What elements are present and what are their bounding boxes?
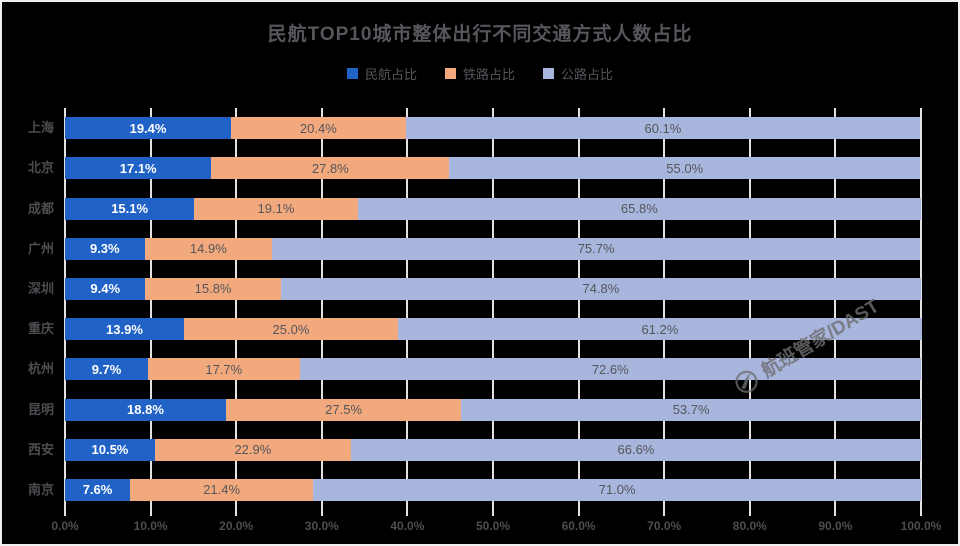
bar-segment: 60.1% bbox=[405, 117, 921, 140]
category-label: 上海 bbox=[27, 120, 54, 136]
axis-tick bbox=[577, 510, 580, 516]
bar-segment: 14.9% bbox=[144, 237, 273, 260]
axis-tick bbox=[492, 510, 494, 516]
bar-segment: 27.8% bbox=[211, 157, 450, 180]
axis-tick-label: 30.0% bbox=[304, 519, 339, 533]
category-label: 深圳 bbox=[27, 280, 54, 296]
axis-tick-label: 50.0% bbox=[475, 519, 511, 533]
bar-segment: 61.2% bbox=[397, 318, 922, 341]
bar-segment: 65.8% bbox=[357, 197, 921, 220]
axis-tick bbox=[663, 510, 666, 516]
axis-tick-label: 100.0% bbox=[900, 519, 942, 533]
chart-title: 民航TOP10城市整体出行不同交通方式人数占比 bbox=[267, 24, 693, 45]
axis-tick bbox=[149, 510, 152, 516]
bar-segment: 18.8% bbox=[65, 398, 226, 421]
bar-segment: 9.3% bbox=[65, 237, 145, 260]
gridline bbox=[235, 108, 238, 510]
axis-tick bbox=[748, 510, 751, 516]
axis-tick bbox=[235, 510, 238, 516]
bar-segment: 17.7% bbox=[148, 358, 300, 381]
bar-segment: 20.4% bbox=[231, 117, 406, 140]
bar-segment: 19.4% bbox=[65, 117, 232, 140]
category-label: 北京 bbox=[27, 160, 54, 176]
legend-swatch-icon bbox=[543, 68, 554, 79]
legend-label: 铁路占比 bbox=[462, 67, 515, 82]
axis-tick-label: 40.0% bbox=[390, 519, 425, 533]
bar-segment: 25.0% bbox=[183, 318, 398, 341]
category-label: 西安 bbox=[27, 441, 54, 457]
bar-segment: 17.1% bbox=[65, 157, 212, 180]
gridline bbox=[834, 108, 837, 510]
bar-segment: 72.6% bbox=[299, 358, 921, 381]
legend-swatch-icon bbox=[346, 68, 358, 79]
axis-tick-label: 60.0% bbox=[561, 519, 596, 533]
gridline bbox=[748, 108, 751, 510]
bar-segment: 66.6% bbox=[350, 438, 921, 461]
bar-segment: 10.5% bbox=[65, 438, 155, 461]
bar-segment: 15.8% bbox=[145, 277, 281, 300]
category-label: 广州 bbox=[27, 240, 54, 256]
legend-label: 公路占比 bbox=[561, 67, 614, 82]
axis-tick-label: 90.0% bbox=[818, 519, 853, 533]
gridline bbox=[64, 108, 66, 510]
axis-tick bbox=[834, 510, 837, 516]
bar-segment: 9.7% bbox=[65, 358, 149, 381]
axis-tick-label: 80.0% bbox=[732, 519, 767, 533]
bar-segment: 71.0% bbox=[313, 478, 921, 501]
gridline bbox=[920, 108, 922, 510]
bar-segment: 75.7% bbox=[272, 237, 921, 260]
bar-segment: 13.9% bbox=[65, 318, 184, 341]
axis-tick bbox=[920, 510, 922, 516]
bar-segment: 74.8% bbox=[280, 277, 921, 300]
chart-legend: 民航占比 铁路占比 公路占比 bbox=[2, 64, 958, 83]
axis-tick-label: 10.0% bbox=[133, 519, 168, 533]
category-label: 重庆 bbox=[27, 321, 54, 337]
axis-tick-label: 70.0% bbox=[647, 519, 682, 533]
category-label: 南京 bbox=[27, 481, 54, 497]
bar-segment: 27.5% bbox=[225, 398, 462, 421]
plot-area: 19.4% 20.4% 60.1% 17.1% 27.8% 55.0% 15.1% 19.1%… bbox=[64, 108, 922, 510]
legend-item: 民航占比 bbox=[346, 64, 417, 83]
bar-segment: 9.4% bbox=[65, 277, 146, 300]
category-label: 杭州 bbox=[27, 361, 54, 377]
axis-tick bbox=[320, 510, 323, 516]
gridline bbox=[406, 108, 409, 510]
gridline bbox=[492, 108, 494, 510]
bar-segment: 22.9% bbox=[154, 438, 351, 461]
axis-tick-label: 20.0% bbox=[219, 519, 254, 533]
axis-tick bbox=[64, 510, 66, 516]
bar-segment: 53.7% bbox=[461, 398, 921, 421]
legend-label: 民航占比 bbox=[364, 67, 417, 82]
axis-tick bbox=[406, 510, 409, 516]
category-label: 成都 bbox=[27, 200, 54, 216]
bar-segment: 15.1% bbox=[65, 197, 195, 220]
bar-segment: 19.1% bbox=[194, 197, 358, 220]
axis-tick-label: 0.0% bbox=[51, 519, 79, 533]
gridline bbox=[577, 108, 580, 510]
bar-segment: 55.0% bbox=[449, 157, 921, 180]
gridline bbox=[320, 108, 323, 510]
bar-segment: 21.4% bbox=[130, 478, 314, 501]
legend-item: 铁路占比 bbox=[444, 64, 515, 83]
legend-swatch-icon bbox=[444, 68, 456, 79]
bar-segment: 7.6% bbox=[65, 478, 131, 501]
gridline bbox=[663, 108, 666, 510]
legend-item: 公路占比 bbox=[543, 64, 613, 83]
category-label: 昆明 bbox=[27, 401, 54, 417]
gridline bbox=[149, 108, 152, 510]
